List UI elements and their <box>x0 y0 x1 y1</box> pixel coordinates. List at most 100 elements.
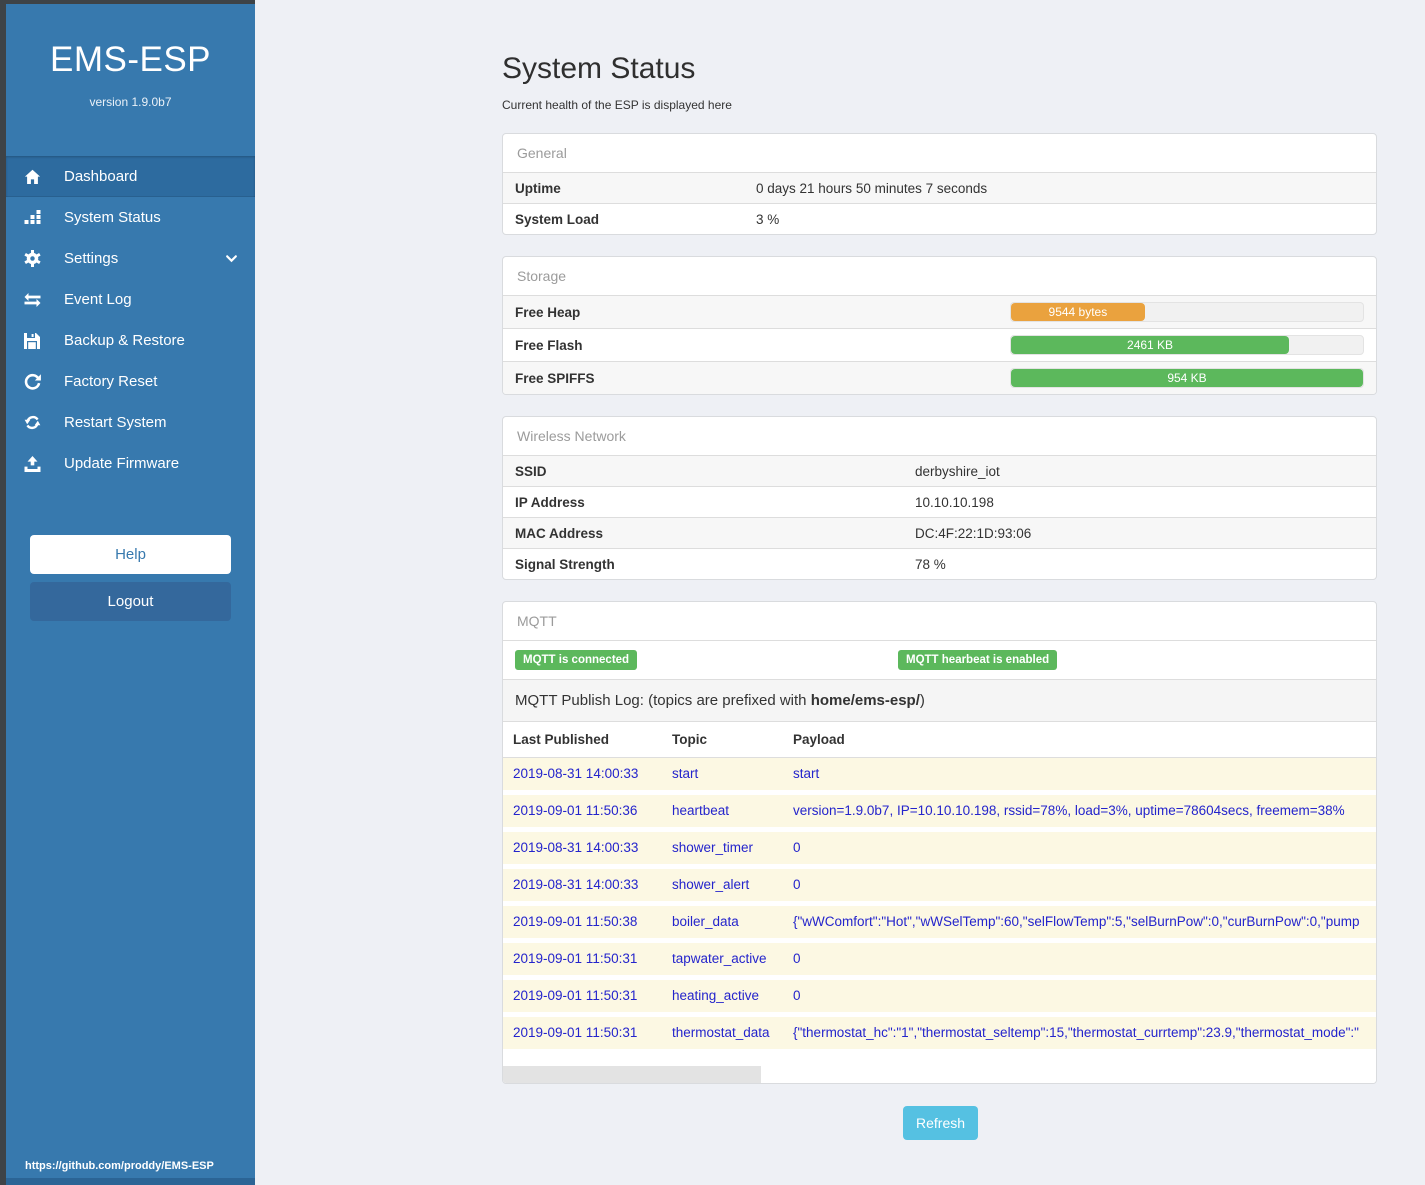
free-spiffs-label: Free SPIFFS <box>515 371 1010 386</box>
ssid-row: SSID derbyshire_iot <box>503 455 1376 486</box>
gear-icon <box>22 250 42 268</box>
refresh-button[interactable]: Refresh <box>903 1106 978 1140</box>
storage-panel: Storage Free Heap 9544 bytes Free Flash … <box>502 256 1377 395</box>
general-panel-title: General <box>503 134 1376 172</box>
log-date: 2019-09-01 11:50:31 <box>513 1025 672 1041</box>
mqtt-log-row: 2019-09-01 11:50:38 boiler_data {"wWComf… <box>503 906 1376 943</box>
sidebar-item-system-status[interactable]: System Status <box>6 197 255 238</box>
mqtt-log-row: 2019-08-31 14:00:33 shower_timer 0 <box>503 832 1376 869</box>
log-date: 2019-08-31 14:00:33 <box>513 877 672 893</box>
sidebar-item-factory-reset[interactable]: Factory Reset <box>6 361 255 402</box>
main-content: System Status Current health of the ESP … <box>255 0 1425 1180</box>
mqtt-publish-log-label: MQTT Publish Log: (topics are prefixed w… <box>503 679 1376 721</box>
mqtt-log-row: 2019-09-01 11:50:31 thermostat_data {"th… <box>503 1017 1376 1054</box>
wireless-panel-title: Wireless Network <box>503 417 1376 455</box>
system-load-value: 3 % <box>756 212 779 227</box>
ssid-label: SSID <box>515 464 915 479</box>
log-payload: 0 <box>793 840 1366 856</box>
mqtt-log-header: Last Published Topic Payload <box>503 721 1376 758</box>
log-date: 2019-09-01 11:50:36 <box>513 803 672 819</box>
uptime-value: 0 days 21 hours 50 minutes 7 seconds <box>756 181 987 196</box>
log-date: 2019-08-31 14:00:33 <box>513 840 672 856</box>
exchange-icon <box>22 291 42 309</box>
app-version: version 1.9.0b7 <box>6 95 255 109</box>
log-date: 2019-08-31 14:00:33 <box>513 766 672 782</box>
sidebar-bottom-strip <box>0 1178 255 1185</box>
free-heap-label: Free Heap <box>515 305 1010 320</box>
log-payload: 0 <box>793 877 1366 893</box>
log-topic: tapwater_active <box>672 951 793 967</box>
page-subtitle: Current health of the ESP is displayed h… <box>502 98 1425 112</box>
column-last-published: Last Published <box>513 732 672 747</box>
sync-icon <box>22 414 42 432</box>
ip-address-value: 10.10.10.198 <box>915 495 994 510</box>
signal-strength-label: Signal Strength <box>515 557 915 572</box>
mqtt-log-row: 2019-08-31 14:00:33 start start <box>503 758 1376 795</box>
horizontal-scrollbar[interactable] <box>503 1066 1376 1083</box>
sidebar-item-label: Backup & Restore <box>64 332 239 349</box>
mac-address-row: MAC Address DC:4F:22:1D:93:06 <box>503 517 1376 548</box>
sidebar-item-label: Settings <box>64 250 225 267</box>
sidebar-item-settings[interactable]: Settings <box>6 238 255 279</box>
mqtt-panel-title: MQTT <box>503 602 1376 640</box>
ip-address-row: IP Address 10.10.10.198 <box>503 486 1376 517</box>
sidebar-item-dashboard[interactable]: Dashboard <box>6 156 255 197</box>
free-flash-label: Free Flash <box>515 338 1010 353</box>
mqtt-log-row: 2019-09-01 11:50:31 heating_active 0 <box>503 980 1376 1017</box>
column-payload: Payload <box>793 732 1366 747</box>
scrollbar-thumb[interactable] <box>503 1066 761 1083</box>
log-topic: thermostat_data <box>672 1025 793 1041</box>
free-heap-row: Free Heap 9544 bytes <box>503 295 1376 328</box>
log-topic: start <box>672 766 793 782</box>
mqtt-panel: MQTT MQTT is connected MQTT hearbeat is … <box>502 601 1377 1084</box>
system-load-label: System Load <box>515 212 756 227</box>
mqtt-log-row: 2019-09-01 11:50:31 tapwater_active 0 <box>503 943 1376 980</box>
app-title: EMS-ESP <box>6 40 255 80</box>
mqtt-log-row: 2019-09-01 11:50:36 heartbeat version=1.… <box>503 795 1376 832</box>
publish-log-text-suffix: ) <box>920 692 925 709</box>
sidebar-item-label: Restart System <box>64 414 239 431</box>
chevron-down-icon <box>225 252 239 266</box>
sidebar-item-event-log[interactable]: Event Log <box>6 279 255 320</box>
rotate-right-icon <box>22 373 42 391</box>
wireless-panel: Wireless Network SSID derbyshire_iot IP … <box>502 416 1377 580</box>
free-heap-progress-fill: 9544 bytes <box>1011 303 1145 321</box>
log-topic: boiler_data <box>672 914 793 930</box>
general-panel: General Uptime 0 days 21 hours 50 minute… <box>502 133 1377 235</box>
sidebar-item-update-firmware[interactable]: Update Firmware <box>6 443 255 484</box>
sidebar-item-restart-system[interactable]: Restart System <box>6 402 255 443</box>
ip-address-label: IP Address <box>515 495 915 510</box>
github-link[interactable]: https://github.com/proddy/EMS-ESP <box>25 1160 214 1172</box>
sidebar-item-backup-restore[interactable]: Backup & Restore <box>6 320 255 361</box>
free-spiffs-progress-fill: 954 KB <box>1011 369 1363 387</box>
logout-button[interactable]: Logout <box>30 582 231 621</box>
home-icon <box>22 168 42 186</box>
help-button[interactable]: Help <box>30 535 231 574</box>
log-topic: heartbeat <box>672 803 793 819</box>
signal-strength-row: Signal Strength 78 % <box>503 548 1376 579</box>
mac-address-value: DC:4F:22:1D:93:06 <box>915 526 1031 541</box>
sidebar-item-label: Update Firmware <box>64 455 239 472</box>
signal-strength-value: 78 % <box>915 557 946 572</box>
free-spiffs-row: Free SPIFFS 954 KB <box>503 361 1376 394</box>
mqtt-log-row: 2019-08-31 14:00:33 shower_alert 0 <box>503 869 1376 906</box>
save-icon <box>22 332 42 350</box>
log-date: 2019-09-01 11:50:31 <box>513 988 672 1004</box>
sidebar: EMS-ESP version 1.9.0b7 Dashboard System… <box>0 0 255 1185</box>
uptime-row: Uptime 0 days 21 hours 50 minutes 7 seco… <box>503 172 1376 203</box>
log-payload: {"thermostat_hc":"1","thermostat_seltemp… <box>793 1025 1366 1041</box>
log-payload: {"wWComfort":"Hot","wWSelTemp":60,"selFl… <box>793 914 1366 930</box>
log-topic: shower_alert <box>672 877 793 893</box>
mqtt-connected-badge: MQTT is connected <box>515 650 637 670</box>
free-spiffs-progressbar: 954 KB <box>1010 368 1364 388</box>
sidebar-item-label: Event Log <box>64 291 239 308</box>
publish-log-text: MQTT Publish Log: (topics are prefixed w… <box>515 692 811 709</box>
system-load-row: System Load 3 % <box>503 203 1376 234</box>
uptime-label: Uptime <box>515 181 756 196</box>
sidebar-item-label: Dashboard <box>64 168 239 185</box>
log-payload: 0 <box>793 951 1366 967</box>
log-topic: heating_active <box>672 988 793 1004</box>
sidebar-item-label: Factory Reset <box>64 373 239 390</box>
free-heap-progressbar: 9544 bytes <box>1010 302 1364 322</box>
log-payload: 0 <box>793 988 1366 1004</box>
